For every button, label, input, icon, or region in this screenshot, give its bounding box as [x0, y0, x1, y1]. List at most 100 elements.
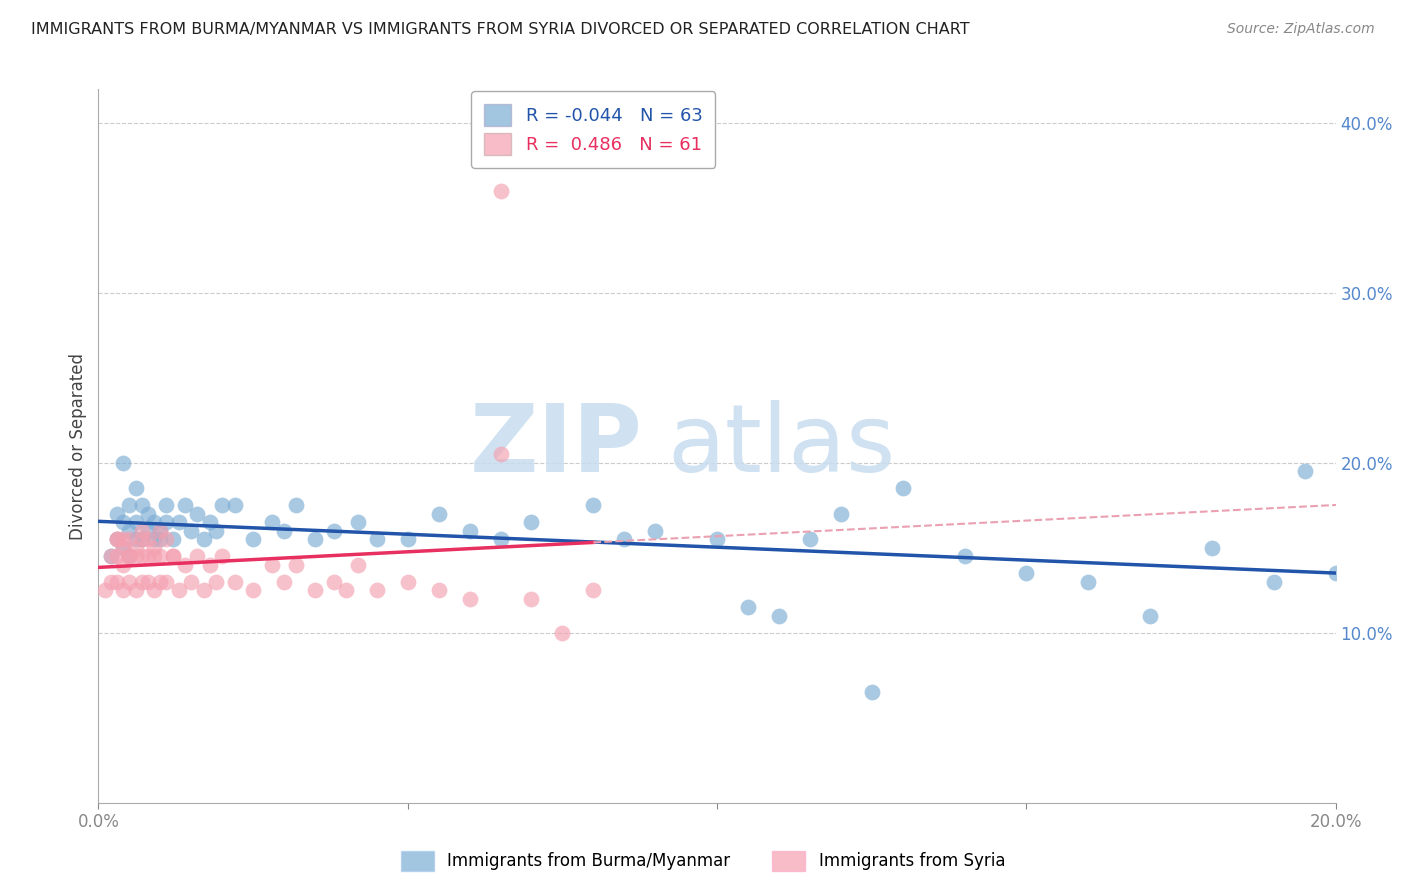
Point: [180, 574, 202, 589]
Point: [198, 516, 221, 530]
Point: [211, 549, 233, 564]
Point: [149, 533, 172, 547]
Point: [582, 499, 605, 513]
Point: [186, 549, 208, 564]
Point: [124, 549, 146, 564]
Point: [427, 583, 450, 598]
Point: [1201, 541, 1223, 555]
Legend: Immigrants from Burma/Myanmar, Immigrants from Syria: Immigrants from Burma/Myanmar, Immigrant…: [392, 842, 1014, 880]
Point: [105, 549, 128, 564]
Point: [551, 626, 574, 640]
Point: [458, 591, 481, 606]
Point: [131, 524, 153, 538]
Point: [198, 558, 221, 572]
Point: [193, 583, 215, 598]
Point: [136, 507, 159, 521]
Point: [489, 184, 512, 198]
Point: [347, 558, 370, 572]
Point: [396, 533, 419, 547]
Point: [489, 533, 512, 547]
Point: [193, 533, 215, 547]
Point: [953, 549, 976, 564]
Point: [131, 499, 153, 513]
Point: [860, 685, 883, 699]
Point: [167, 516, 190, 530]
Point: [118, 499, 141, 513]
Point: [118, 533, 141, 547]
Point: [112, 541, 135, 555]
Point: [136, 524, 159, 538]
Point: [285, 558, 308, 572]
Point: [131, 533, 153, 547]
Point: [205, 524, 228, 538]
Text: Source: ZipAtlas.com: Source: ZipAtlas.com: [1227, 22, 1375, 37]
Point: [118, 524, 141, 538]
Point: [273, 574, 295, 589]
Text: ZIP: ZIP: [470, 400, 643, 492]
Point: [224, 574, 246, 589]
Legend: R = -0.044   N = 63, R =  0.486   N = 61: R = -0.044 N = 63, R = 0.486 N = 61: [471, 91, 716, 168]
Point: [105, 507, 128, 521]
Point: [136, 533, 159, 547]
Point: [322, 524, 344, 538]
Point: [124, 533, 146, 547]
Point: [260, 516, 283, 530]
Point: [105, 533, 128, 547]
Point: [582, 583, 605, 598]
Point: [273, 524, 295, 538]
Point: [1324, 566, 1347, 581]
Point: [131, 549, 153, 564]
Point: [304, 583, 326, 598]
Text: atlas: atlas: [668, 400, 896, 492]
Point: [1139, 608, 1161, 623]
Point: [112, 516, 135, 530]
Point: [162, 549, 184, 564]
Point: [118, 549, 141, 564]
Point: [149, 524, 172, 538]
Point: [112, 541, 135, 555]
Point: [162, 549, 184, 564]
Point: [124, 583, 146, 598]
Point: [93, 583, 115, 598]
Point: [211, 499, 233, 513]
Point: [285, 499, 308, 513]
Point: [335, 583, 357, 598]
Point: [830, 507, 852, 521]
Point: [162, 533, 184, 547]
Point: [143, 549, 166, 564]
Point: [124, 541, 146, 555]
Point: [1015, 566, 1038, 581]
Point: [155, 516, 177, 530]
Point: [224, 499, 246, 513]
Point: [613, 533, 636, 547]
Point: [100, 574, 122, 589]
Point: [167, 583, 190, 598]
Point: [136, 549, 159, 564]
Point: [366, 583, 388, 598]
Point: [131, 533, 153, 547]
Point: [149, 574, 172, 589]
Point: [1077, 574, 1099, 589]
Point: [143, 541, 166, 555]
Point: [520, 516, 543, 530]
Point: [105, 533, 128, 547]
Point: [118, 549, 141, 564]
Point: [131, 574, 153, 589]
Point: [105, 533, 128, 547]
Point: [322, 574, 344, 589]
Point: [347, 516, 370, 530]
Point: [644, 524, 666, 538]
Point: [143, 533, 166, 547]
Point: [105, 574, 128, 589]
Point: [124, 482, 146, 496]
Point: [242, 583, 264, 598]
Point: [706, 533, 728, 547]
Point: [155, 499, 177, 513]
Point: [205, 574, 228, 589]
Point: [799, 533, 821, 547]
Point: [143, 583, 166, 598]
Point: [100, 549, 122, 564]
Point: [396, 574, 419, 589]
Point: [118, 549, 141, 564]
Point: [124, 516, 146, 530]
